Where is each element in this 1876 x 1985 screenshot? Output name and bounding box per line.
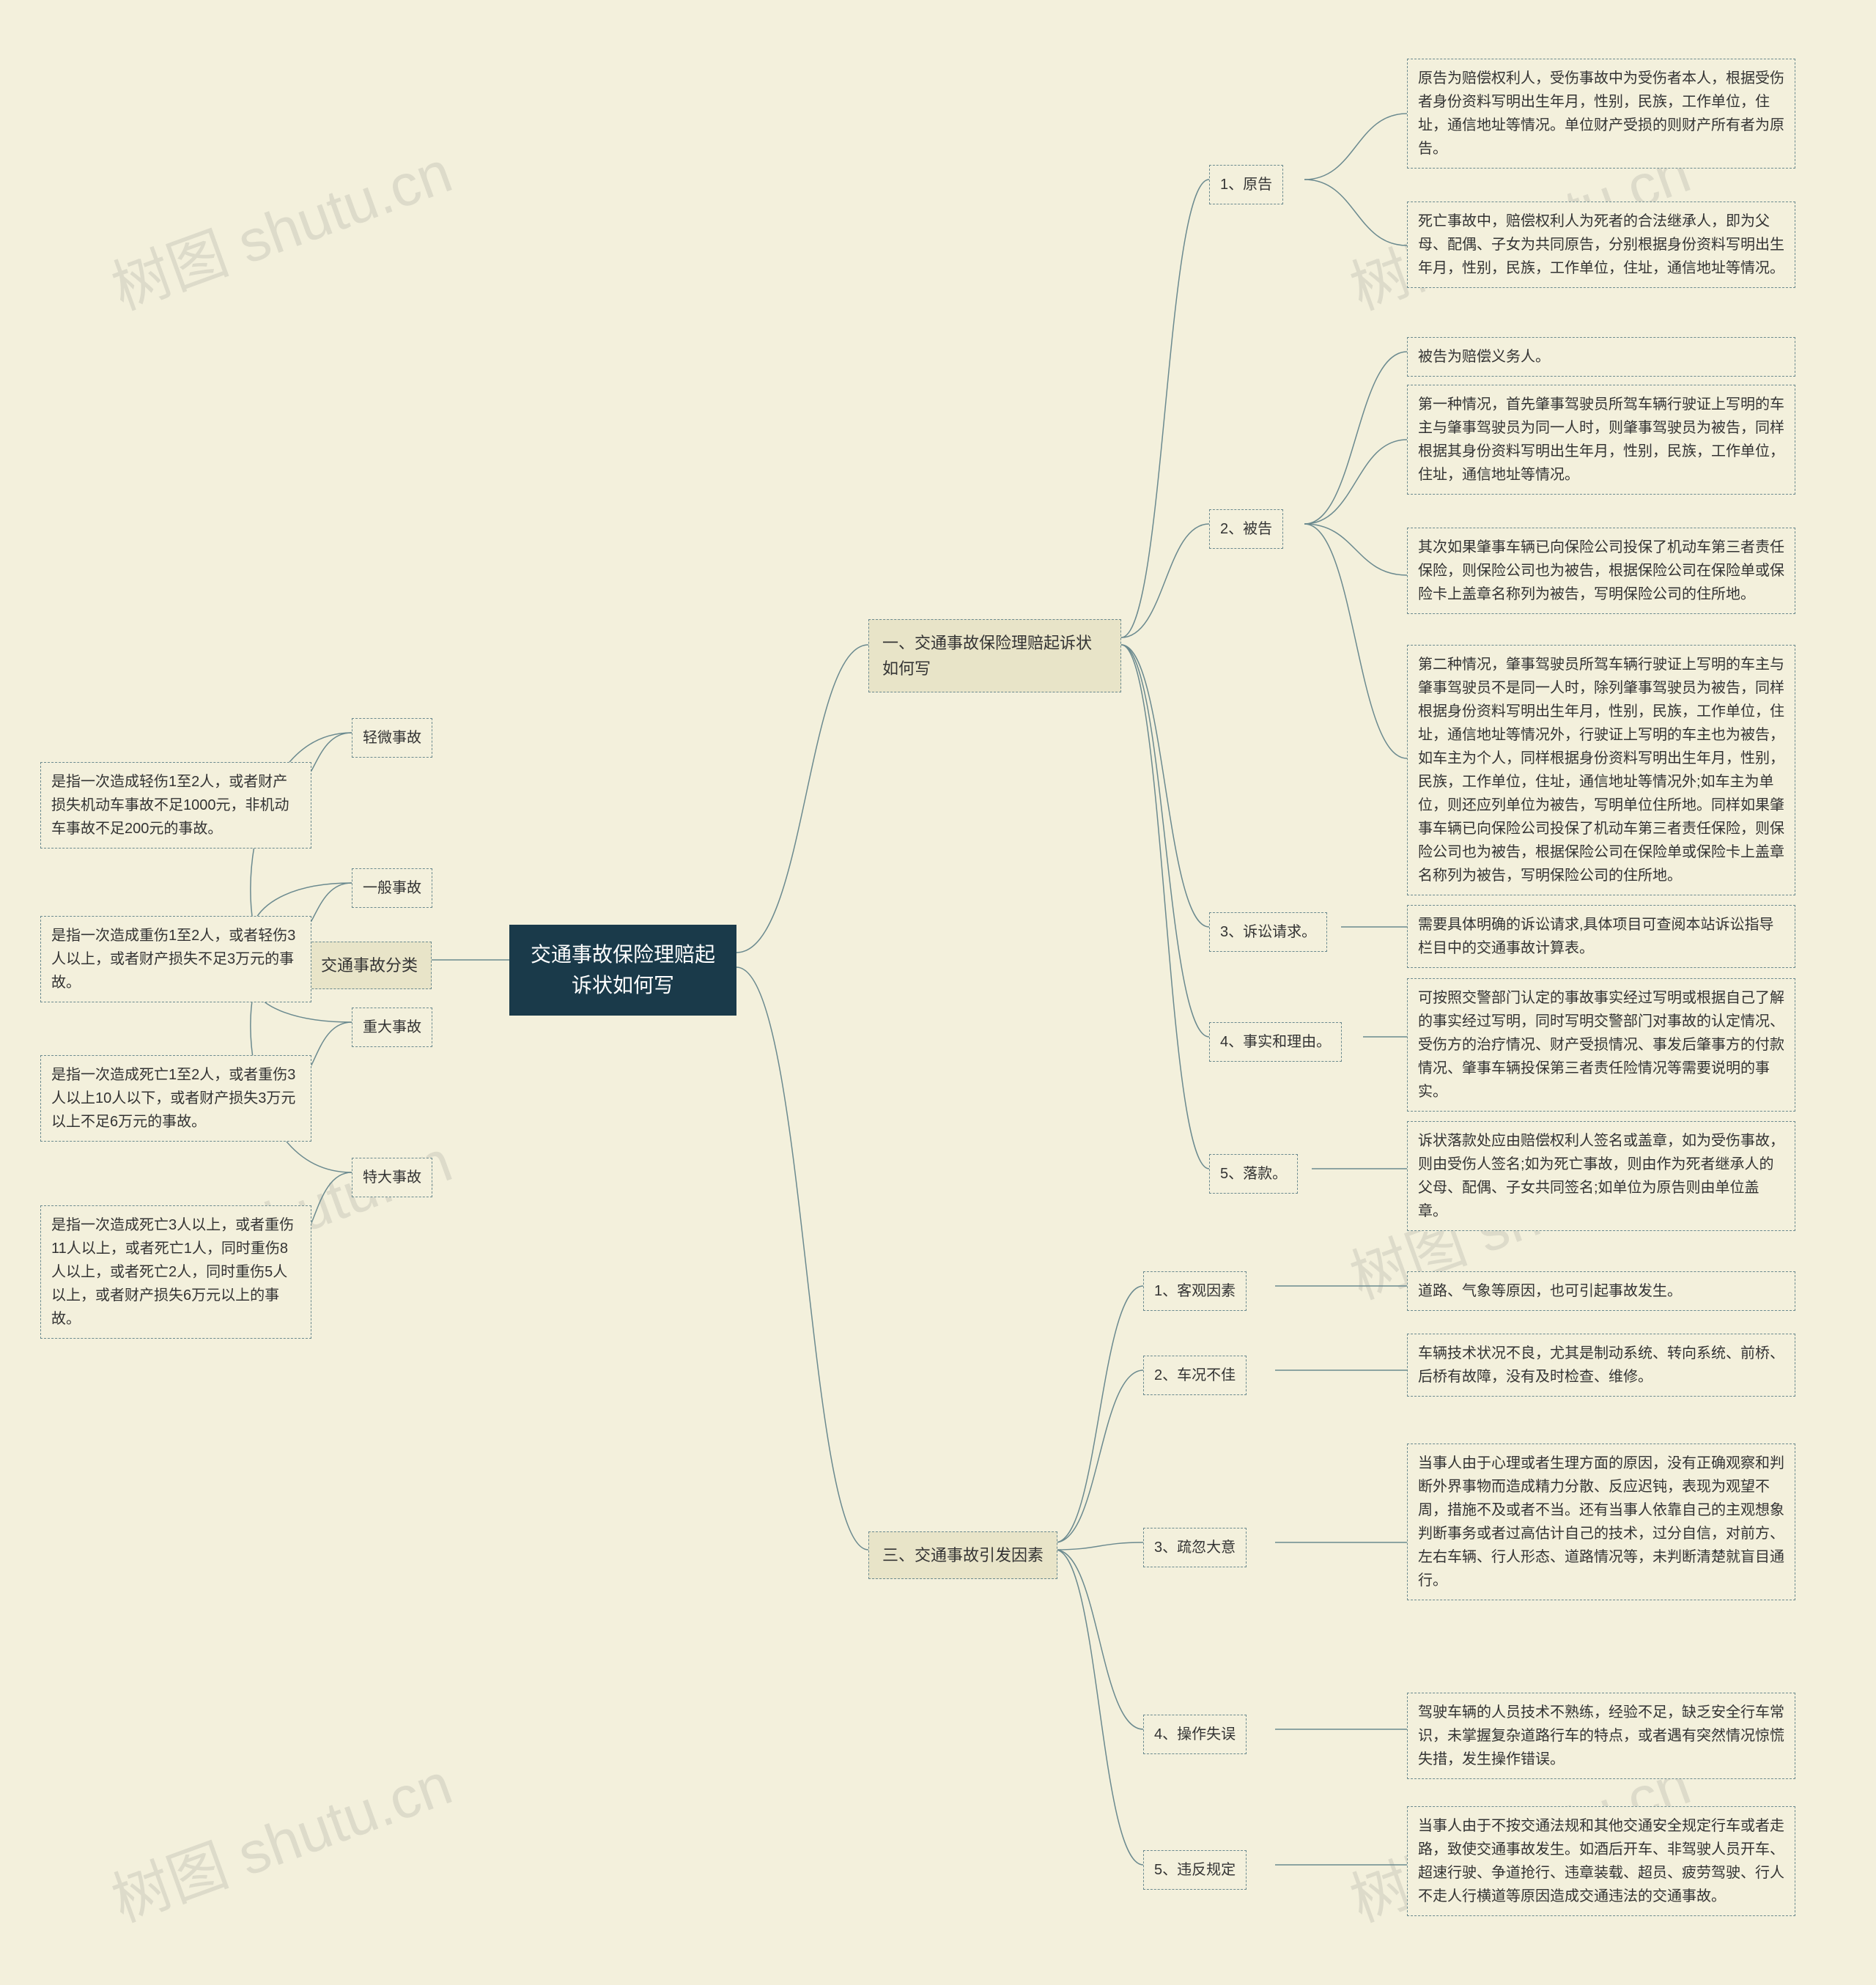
s3-i4-label: 4、操作失误 [1143,1715,1247,1754]
s2-d-desc: 是指一次造成死亡3人以上，或者重伤11人以上，或者死亡1人，同时重伤8人以上，或… [40,1205,311,1339]
s2-b-label: 一般事故 [352,868,432,908]
s2-a-desc: 是指一次造成轻伤1至2人，或者财产损失机动车事故不足1000元，非机动车事故不足… [40,762,311,849]
s1-item2-leaf-b: 第一种情况，首先肇事驾驶员所驾车辆行驶证上写明的车主与肇事驾驶员为同一人时，则肇… [1407,385,1795,495]
s2-b-desc: 是指一次造成重伤1至2人，或者轻伤3人以上，或者财产损失不足3万元的事故。 [40,916,311,1002]
s3-i1-label: 1、客观因素 [1143,1271,1247,1311]
s1-item2-leaf-c: 其次如果肇事车辆已向保险公司投保了机动车第三者责任保险，则保险公司也为被告，根据… [1407,528,1795,614]
s1-item5-label: 5、落款。 [1209,1154,1298,1194]
s2-c-desc: 是指一次造成死亡1至2人，或者重伤3人以上10人以下，或者财产损失3万元以上不足… [40,1055,311,1142]
s2-d-label: 特大事故 [352,1158,432,1197]
s1-item3-label: 3、诉讼请求。 [1209,912,1327,952]
s1-item4-label: 4、事实和理由。 [1209,1022,1342,1062]
s3-i2-label: 2、车况不佳 [1143,1356,1247,1395]
s3-i2-desc: 车辆技术状况不良，尤其是制动系统、转向系统、前桥、后桥有故障，没有及时检查、维修… [1407,1334,1795,1397]
s1-item1-leaf-b: 死亡事故中，赔偿权利人为死者的合法继承人，即为父母、配偶、子女为共同原告，分别根… [1407,202,1795,288]
s1-item2-leaf-d: 第二种情况，肇事驾驶员所驾车辆行驶证上写明的车主与肇事驾驶员不是同一人时，除列肇… [1407,645,1795,895]
s3-i3-label: 3、疏忽大意 [1143,1528,1247,1567]
s1-item5-leaf: 诉状落款处应由赔偿权利人签名或盖章，如为受伤事故，则由受伤人签名;如为死亡事故，… [1407,1121,1795,1231]
s1-item3-leaf: 需要具体明确的诉讼请求,具体项目可查阅本站诉讼指导栏目中的交通事故计算表。 [1407,905,1795,968]
s3-i5-label: 5、违反规定 [1143,1850,1247,1890]
section1-title: 一、交通事故保险理赔起诉状如何写 [868,619,1121,692]
s1-item1-label: 1、原告 [1209,165,1283,204]
s2-a-label: 轻微事故 [352,718,432,758]
s2-c-label: 重大事故 [352,1008,432,1047]
s1-item2-label: 2、被告 [1209,509,1283,549]
section3-title: 三、交通事故引发因素 [868,1531,1057,1579]
s3-i1-desc: 道路、气象等原因，也可引起事故发生。 [1407,1271,1795,1311]
s1-item1-leaf-a: 原告为赔偿权利人，受伤事故中为受伤者本人，根据受伤者身份资料写明出生年月，性别，… [1407,59,1795,169]
watermark: 树图 shutu.cn [99,1737,462,1939]
center-node: 交通事故保险理赔起诉状如何写 [509,925,736,1016]
s1-item4-leaf: 可按照交警部门认定的事故事实经过写明或根据自己了解的事实经过写明，同时写明交警部… [1407,978,1795,1112]
watermark: 树图 shutu.cn [99,125,462,327]
s1-item2-leaf-a: 被告为赔偿义务人。 [1407,337,1795,377]
s3-i5-desc: 当事人由于不按交通法规和其他交通安全规定行车或者走路，致使交通事故发生。如酒后开… [1407,1806,1795,1916]
s3-i4-desc: 驾驶车辆的人员技术不熟练，经验不足，缺乏安全行车常识，未掌握复杂道路行车的特点，… [1407,1693,1795,1779]
s3-i3-desc: 当事人由于心理或者生理方面的原因，没有正确观察和判断外界事物而造成精力分散、反应… [1407,1444,1795,1600]
